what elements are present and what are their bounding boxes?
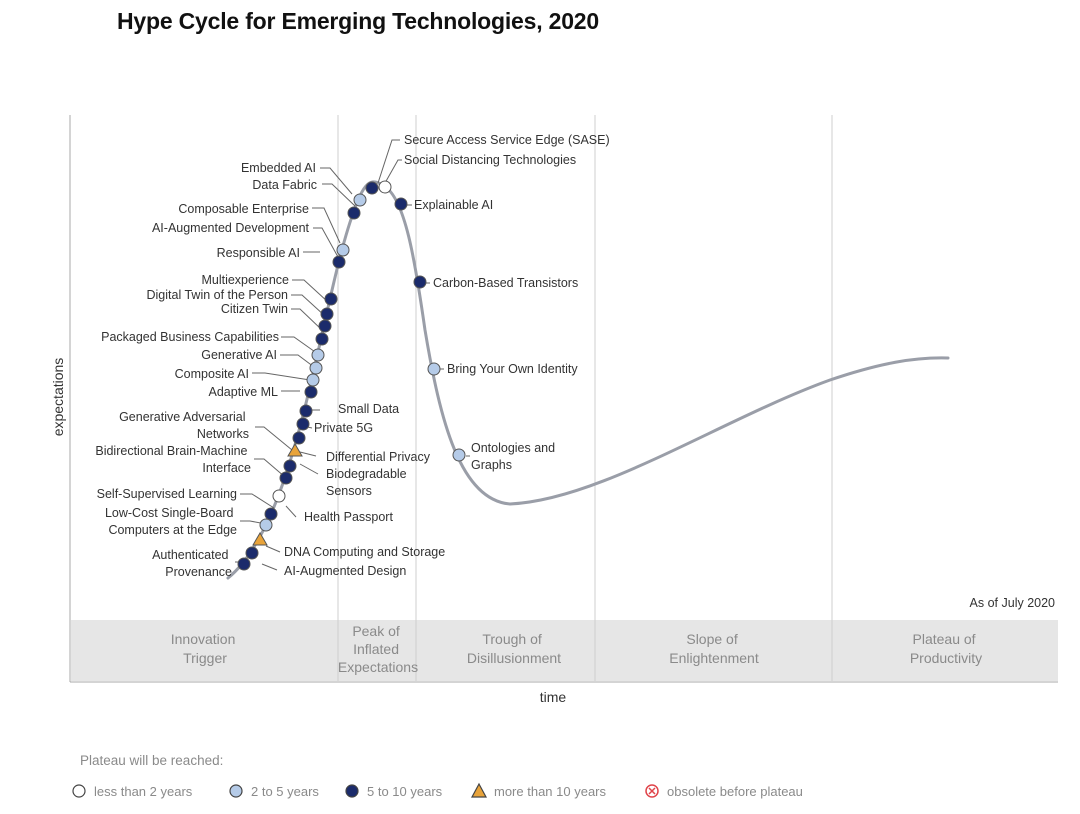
label-multiexperience: Multiexperience <box>201 273 289 287</box>
label-biodegradable-sensors: Biodegradable Sensors <box>326 467 410 498</box>
technology-markers <box>237 180 466 571</box>
label-social-distancing: Social Distancing Technologies <box>404 153 576 167</box>
label-ai-augmented-design: AI-Augmented Design <box>284 564 406 578</box>
legend-red-x-mark <box>648 787 656 795</box>
label-sbc-line1: Low-Cost Single-Board <box>105 506 234 520</box>
label-gan-line2: Networks <box>197 427 249 441</box>
marker-dna-computing <box>252 532 268 546</box>
phase-peak: Peak of Inflated Expectations <box>338 623 418 675</box>
legend-title: Plateau will be reached: <box>80 753 223 768</box>
label-generative-ai: Generative AI <box>201 348 277 362</box>
marker-differential-privacy <box>287 443 303 457</box>
label-bidirectional-bmi: Bidirectional Brain-Machine Interface <box>95 444 251 475</box>
marker-bidirectional-bmi <box>279 471 293 485</box>
chart-title: Hype Cycle for Emerging Technologies, 20… <box>117 8 599 34</box>
label-small-data: Small Data <box>338 402 399 416</box>
label-ontologies-line1: Ontologies and <box>471 441 555 455</box>
legend-orange-triangle-icon <box>470 782 488 798</box>
marker-adaptive-ml-light <box>306 373 320 387</box>
marker-self-supervised-learning <box>272 489 286 503</box>
legend-label-5to10: 5 to 10 years <box>367 784 443 799</box>
marker-social-distancing <box>378 180 392 194</box>
label-composable-enterprise: Composable Enterprise <box>178 202 309 216</box>
label-digital-twin-person: Digital Twin of the Person <box>146 288 288 302</box>
marker-embedded-ai <box>347 206 361 220</box>
label-private-5g: Private 5G <box>314 421 373 435</box>
marker-packaged-business-capabilities <box>315 332 329 346</box>
marker-bring-your-own-identity <box>427 362 441 376</box>
label-bmi-line1: Bidirectional Brain-Machine <box>95 444 247 458</box>
legend-label-2to5: 2 to 5 years <box>251 784 319 799</box>
marker-small-data <box>299 404 313 418</box>
phase-innovation-trigger: Innovation Trigger <box>171 631 240 666</box>
marker-digital-twin-person <box>320 307 334 321</box>
label-ai-augmented-development: AI-Augmented Development <box>152 221 310 235</box>
label-embedded-ai: Embedded AI <box>241 161 316 175</box>
marker-generative-ai <box>311 348 325 362</box>
label-ontologies-line2: Graphs <box>471 458 512 472</box>
label-differential-privacy: Differential Privacy <box>326 450 431 464</box>
marker-authenticated-provenance <box>237 557 251 571</box>
marker-biodegradable-sensors <box>283 459 297 473</box>
label-bmi-line2: Interface <box>202 461 251 475</box>
marker-composable-enterprise <box>336 243 350 257</box>
marker-ai-augmented-design <box>245 546 259 560</box>
marker-sase <box>365 181 379 195</box>
marker-health-passport <box>264 507 278 521</box>
marker-ai-augmented-development <box>332 255 346 269</box>
label-explainable-ai: Explainable AI <box>414 198 493 212</box>
label-bio-line2: Sensors <box>326 484 372 498</box>
marker-low-cost-sbc <box>259 518 273 532</box>
x-axis-label: time <box>540 689 567 705</box>
marker-private-5g <box>296 417 310 431</box>
label-citizen-twin: Citizen Twin <box>221 302 288 316</box>
label-prov-line2: Provenance <box>165 565 232 579</box>
label-low-cost-sbc: Low-Cost Single-Board Computers at the E… <box>105 506 237 537</box>
y-axis-label: expectations <box>50 358 66 437</box>
marker-gan <box>292 431 306 445</box>
legend-dark-blue-circle-icon <box>345 784 359 798</box>
label-bring-your-own-identity: Bring Your Own Identity <box>447 362 578 376</box>
legend-label-lt2: less than 2 years <box>94 784 193 799</box>
marker-multiexperience <box>324 292 338 306</box>
label-health-passport: Health Passport <box>304 510 393 524</box>
legend-light-blue-circle-icon <box>229 784 243 798</box>
marker-citizen-twin <box>318 319 332 333</box>
marker-explainable-ai <box>394 197 408 211</box>
label-sbc-line2: Computers at the Edge <box>108 523 237 537</box>
legend-label-obsolete: obsolete before plateau <box>667 784 803 799</box>
marker-composite-ai <box>309 361 323 375</box>
label-carbon-based-transistors: Carbon-Based Transistors <box>433 276 578 290</box>
phase-slope: Slope of Enlightenment <box>669 631 759 666</box>
phase-trough: Trough of Disillusionment <box>467 631 561 666</box>
label-authenticated-provenance: Authenticated Provenance <box>152 548 232 579</box>
phase-plateau: Plateau of Productivity <box>910 631 982 666</box>
label-responsible-ai: Responsible AI <box>217 246 300 260</box>
label-bio-line1: Biodegradable <box>326 467 407 481</box>
label-composite-ai: Composite AI <box>175 367 249 381</box>
label-gan-line1: Generative Adversarial <box>119 410 245 424</box>
legend: Plateau will be reached: less than 2 yea… <box>72 753 803 799</box>
marker-ontologies-graphs <box>452 448 466 462</box>
label-ontologies-graphs: Ontologies and Graphs <box>471 441 559 472</box>
legend-white-circle-icon <box>72 784 86 798</box>
leader-lines <box>235 139 470 571</box>
marker-carbon-based-transistors <box>413 275 427 289</box>
marker-data-fabric <box>353 193 367 207</box>
label-prov-line1: Authenticated <box>152 548 228 562</box>
as-of-date: As of July 2020 <box>970 596 1056 610</box>
legend-label-gt10: more than 10 years <box>494 784 607 799</box>
label-adaptive-ml: Adaptive ML <box>209 385 279 399</box>
phase-band <box>71 620 1058 681</box>
label-sase: Secure Access Service Edge (SASE) <box>404 133 610 147</box>
label-packaged-business-capabilities: Packaged Business Capabilities <box>101 330 279 344</box>
label-gan: Generative Adversarial Networks <box>119 410 249 441</box>
marker-adaptive-ml <box>304 385 318 399</box>
label-self-supervised-learning: Self-Supervised Learning <box>97 487 237 501</box>
label-dna-computing: DNA Computing and Storage <box>284 545 445 559</box>
label-data-fabric: Data Fabric <box>252 178 317 192</box>
technology-labels: Secure Access Service Edge (SASE) Social… <box>95 133 609 579</box>
